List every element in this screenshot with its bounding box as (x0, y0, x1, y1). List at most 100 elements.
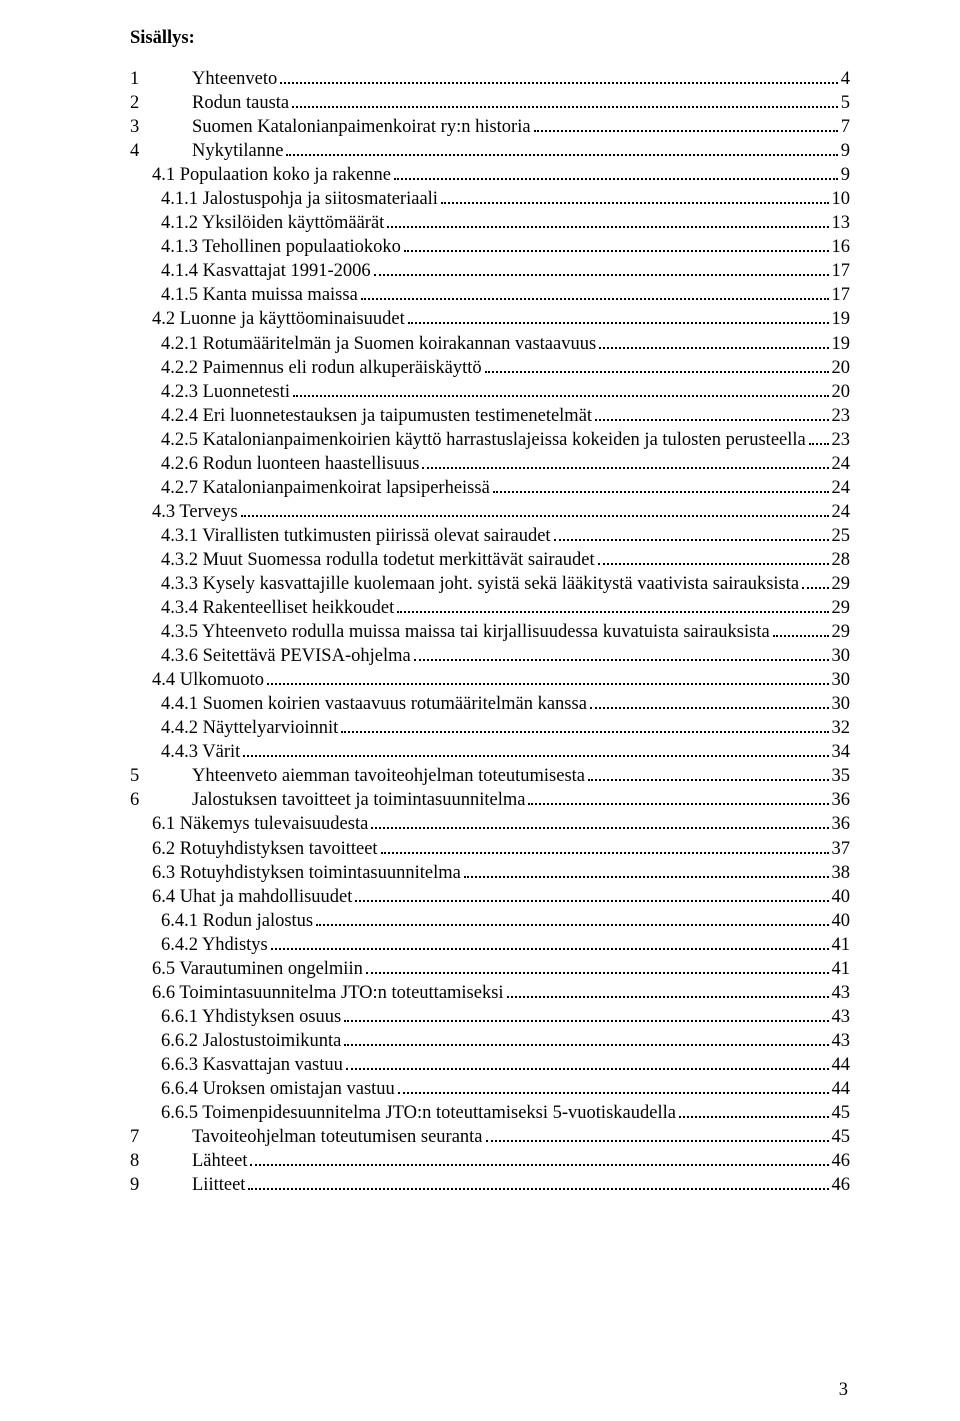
toc-container: 1Yhteenveto42Rodun tausta53Suomen Katalo… (130, 67, 850, 1197)
toc-entry-label: 4.3.5 Yhteenveto rodulla muissa maissa t… (161, 620, 770, 644)
toc-entry-page: 24 (832, 500, 851, 524)
toc-entry: 6.1 Näkemys tulevaisuudesta 36 (130, 812, 850, 836)
toc-entry: 4.4.3 Värit34 (130, 740, 850, 764)
toc-entry-page: 29 (832, 620, 851, 644)
toc-leader-dots (398, 1092, 829, 1094)
toc-leader-dots (422, 467, 828, 469)
toc-leader-dots (598, 563, 829, 565)
toc-entry-number: 9 (130, 1173, 192, 1197)
toc-entry: 4.1.3 Tehollinen populaatiokoko 16 (130, 235, 850, 259)
toc-entry-page: 40 (832, 885, 851, 909)
toc-entry-label: 4.3.6 Seitettävä PEVISA-ohjelma (161, 644, 411, 668)
toc-heading: Sisällys: (130, 28, 850, 49)
toc-entry-page: 7 (841, 115, 850, 139)
toc-entry-number: 8 (130, 1149, 192, 1173)
document-page: Sisällys: 1Yhteenveto42Rodun tausta53Suo… (0, 0, 960, 1421)
toc-entry-number: 5 (130, 764, 192, 788)
toc-entry-page: 36 (832, 812, 851, 836)
toc-entry-label: 2Rodun tausta (130, 91, 289, 115)
toc-entry-number: 6 (130, 788, 192, 812)
toc-entry: 6.3 Rotuyhdistyksen toimintasuunnitelma3… (130, 861, 850, 885)
toc-entry-page: 20 (832, 356, 851, 380)
toc-entry: 3Suomen Katalonianpaimenkoirat ry:n hist… (130, 115, 850, 139)
toc-entry: 5Yhteenveto aiemman tavoiteohjelman tote… (130, 764, 850, 788)
toc-leader-dots (809, 443, 829, 445)
toc-entry: 6.6.5 Toimenpidesuunnitelma JTO:n toteut… (130, 1101, 850, 1125)
toc-leader-dots (554, 539, 829, 541)
toc-entry-page: 19 (832, 307, 851, 331)
toc-entry-page: 45 (832, 1101, 851, 1125)
toc-entry-label: 6.1 Näkemys tulevaisuudesta (152, 812, 368, 836)
toc-entry-label: 8Lähteet (130, 1149, 247, 1173)
toc-entry-page: 44 (832, 1053, 851, 1077)
toc-entry-number: 4 (130, 139, 192, 163)
page-number: 3 (839, 1380, 848, 1401)
toc-entry-page: 24 (832, 476, 851, 500)
toc-entry-number: 2 (130, 91, 192, 115)
toc-entry: 6Jalostuksen tavoitteet ja toimintasuunn… (130, 788, 850, 812)
toc-leader-dots (493, 491, 829, 493)
toc-entry-label: 4Nykytilanne (130, 139, 283, 163)
toc-entry: 4.3.2 Muut Suomessa rodulla todetut merk… (130, 548, 850, 572)
toc-entry-page: 9 (841, 139, 850, 163)
toc-entry: 6.6 Toimintasuunnitelma JTO:n toteuttami… (130, 981, 850, 1005)
toc-entry: 4.2.1 Rotumääritelmän ja Suomen koirakan… (130, 332, 850, 356)
toc-entry-page: 41 (832, 957, 851, 981)
toc-entry-label: 7Tavoiteohjelman toteutumisen seuranta (130, 1125, 483, 1149)
toc-leader-dots (507, 996, 829, 998)
toc-entry-page: 9 (841, 163, 850, 187)
toc-leader-dots (590, 707, 829, 709)
toc-entry-label: 6.4.1 Rodun jalostus (161, 909, 313, 933)
toc-entry-label: 4.2.4 Eri luonnetestauksen ja taipumuste… (161, 404, 592, 428)
toc-entry: 6.6.4 Uroksen omistajan vastuu44 (130, 1077, 850, 1101)
toc-entry: 4.2 Luonne ja käyttöominaisuudet19 (130, 307, 850, 331)
toc-entry-label: 4.4 Ulkomuoto (152, 668, 264, 692)
toc-leader-dots (414, 659, 829, 661)
toc-entry-page: 25 (832, 524, 851, 548)
toc-leader-dots (344, 1020, 828, 1022)
toc-leader-dots (271, 948, 829, 950)
toc-leader-dots (408, 322, 829, 324)
toc-entry: 4.3.3 Kysely kasvattajille kuolemaan joh… (130, 572, 850, 596)
toc-entry-label: 4.3.4 Rakenteelliset heikkoudet (161, 596, 394, 620)
toc-leader-dots (355, 900, 828, 902)
toc-entry-page: 43 (832, 1005, 851, 1029)
toc-entry: 2Rodun tausta 5 (130, 91, 850, 115)
toc-entry-label: 6.4.2 Yhdistys (161, 933, 268, 957)
toc-entry-page: 37 (832, 837, 851, 861)
toc-leader-dots (397, 611, 828, 613)
toc-entry-label: 4.4.2 Näyttelyarvioinnit (161, 716, 338, 740)
toc-entry: 8Lähteet46 (130, 1149, 850, 1173)
toc-leader-dots (280, 82, 837, 84)
toc-entry-label: 4.1.3 Tehollinen populaatiokoko (161, 235, 401, 259)
toc-leader-dots (361, 298, 829, 300)
toc-entry-label: 4.1.5 Kanta muissa maissa (161, 283, 358, 307)
toc-leader-dots (243, 755, 828, 757)
toc-leader-dots (534, 130, 838, 132)
toc-entry-number: 7 (130, 1125, 192, 1149)
toc-leader-dots (802, 587, 828, 589)
toc-entry-page: 35 (832, 764, 851, 788)
toc-entry: 4.3.1 Virallisten tutkimusten piirissä o… (130, 524, 850, 548)
toc-entry-label: 4.2.2 Paimennus eli rodun alkuperäiskäyt… (161, 356, 482, 380)
toc-entry-label: 4.1.2 Yksilöiden käyttömäärät (161, 211, 384, 235)
toc-entry: 6.4.1 Rodun jalostus40 (130, 909, 850, 933)
toc-entry: 4Nykytilanne 9 (130, 139, 850, 163)
toc-entry-label: 6.6.1 Yhdistyksen osuus (161, 1005, 341, 1029)
toc-entry-label: 6.3 Rotuyhdistyksen toimintasuunnitelma (152, 861, 461, 885)
toc-entry-label: 1Yhteenveto (130, 67, 277, 91)
toc-entry: 4.1 Populaation koko ja rakenne9 (130, 163, 850, 187)
toc-entry-page: 5 (841, 91, 850, 115)
toc-leader-dots (267, 683, 828, 685)
toc-entry: 6.4 Uhat ja mahdollisuudet40 (130, 885, 850, 909)
toc-entry-page: 16 (832, 235, 851, 259)
toc-entry-page: 13 (832, 211, 851, 235)
toc-entry: 1Yhteenveto4 (130, 67, 850, 91)
toc-entry-label: 6.5 Varautuminen ongelmiin (152, 957, 363, 981)
toc-entry-label: 4.1.1 Jalostuspohja ja siitosmateriaali (161, 187, 438, 211)
toc-entry-label: 4.2.1 Rotumääritelmän ja Suomen koirakan… (161, 332, 596, 356)
toc-entry-label: 4.1.4 Kasvattajat 1991-2006 (161, 259, 371, 283)
toc-entry-label: 4.3 Terveys (152, 500, 238, 524)
toc-entry-label: 6.6.5 Toimenpidesuunnitelma JTO:n toteut… (161, 1101, 676, 1125)
toc-entry: 4.2.2 Paimennus eli rodun alkuperäiskäyt… (130, 356, 850, 380)
